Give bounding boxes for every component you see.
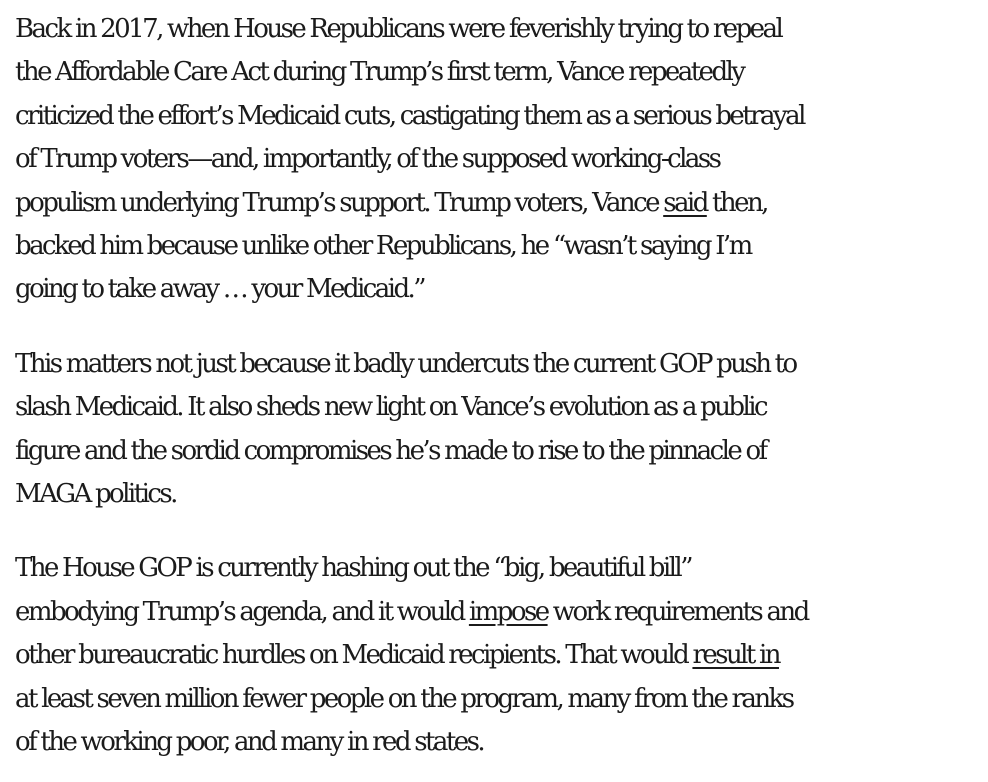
text-segment: embodying Trump’s agenda, and it would	[15, 596, 469, 627]
text-segment: then,	[706, 187, 769, 218]
text-line: other bureaucratic hurdles on Medicaid r…	[15, 634, 983, 677]
text-line: backed him because unlike other Republic…	[15, 231, 753, 262]
paragraph: The House GOP is currently hashing out t…	[15, 547, 983, 764]
text-line: slash Medicaid. It also sheds new light …	[15, 392, 769, 423]
paragraph: Back in 2017, when House Republicans wer…	[15, 8, 983, 312]
text-line: of Trump voters—and, importantly, of the…	[15, 144, 722, 175]
text-line: The House GOP is currently hashing out t…	[15, 553, 693, 584]
text-line: going to take away … your Medicaid.”	[15, 274, 427, 305]
text-line: criticized the effort’s Medicaid cuts, c…	[15, 100, 806, 131]
text-line: the Affordable Care Act during Trump’s f…	[15, 57, 746, 88]
result-in-link[interactable]: result in	[692, 640, 781, 671]
text-line: MAGA politics.	[15, 479, 178, 510]
text-line: figure and the sordid compromises he’s m…	[15, 435, 768, 466]
text-line: This matters not just because it badly u…	[15, 348, 798, 379]
text-segment: other bureaucratic hurdles on Medicaid r…	[15, 640, 693, 671]
text-line: embodying Trump’s agenda, and it would i…	[15, 591, 983, 634]
text-line: at least seven million fewer people on t…	[15, 683, 795, 714]
text-segment: populism underlying Trump’s support. Tru…	[15, 187, 664, 218]
text-line: Back in 2017, when House Republicans wer…	[15, 14, 784, 44]
said-link[interactable]: said	[663, 187, 709, 218]
article-body: Back in 2017, when House Republicans wer…	[15, 8, 983, 765]
text-line: of the working poor, and many in red sta…	[15, 727, 486, 758]
paragraph: This matters not just because it badly u…	[15, 343, 983, 517]
impose-link[interactable]: impose	[468, 596, 550, 627]
text-line: populism underlying Trump’s support. Tru…	[15, 182, 983, 225]
text-segment: work requirements and	[547, 596, 810, 627]
